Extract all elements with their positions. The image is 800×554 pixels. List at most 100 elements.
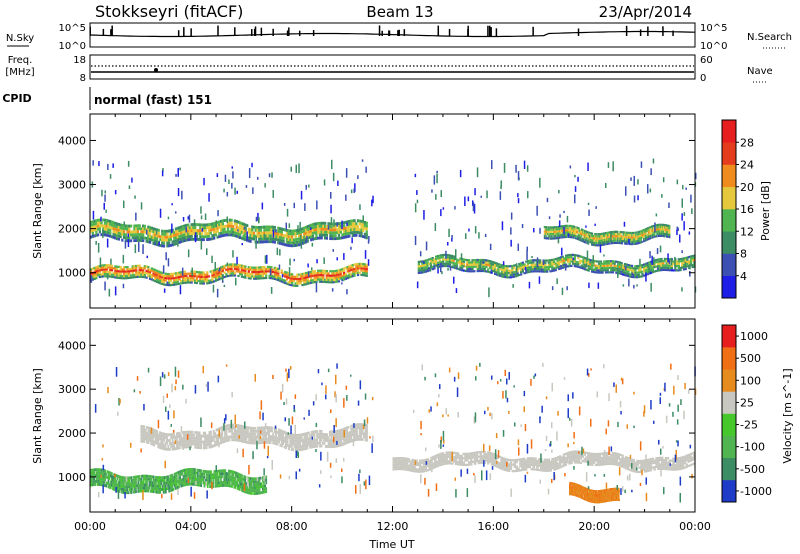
- echo-cell: [646, 268, 649, 271]
- echo-cell: [606, 238, 609, 241]
- echo-cell: [356, 219, 360, 223]
- echo-cell: [140, 269, 143, 272]
- echo-cell: [417, 265, 420, 268]
- echo-speck: [193, 219, 196, 224]
- echo-cell: [195, 445, 198, 449]
- colorbar-tick-label: 20: [740, 181, 754, 194]
- echo-cell: [284, 279, 287, 282]
- echo-cell: [309, 440, 312, 443]
- echo-cell: [233, 228, 237, 232]
- echo-cell: [604, 232, 606, 235]
- echo-cell: [226, 438, 229, 442]
- echo-cell: [273, 231, 276, 235]
- echo-cell: [598, 235, 601, 238]
- echo-cell: [576, 237, 578, 240]
- echo-cell: [258, 441, 261, 445]
- echo-cell: [285, 237, 289, 241]
- echo-cell: [277, 235, 280, 239]
- echo-cell: [528, 261, 531, 265]
- echo-cell: [561, 236, 563, 239]
- echo-cell: [220, 228, 223, 232]
- echo-speck: [480, 260, 482, 270]
- echo-cell: [621, 231, 623, 234]
- echo-cell: [506, 271, 509, 274]
- echo-cell: [343, 224, 346, 228]
- echo-cell: [362, 274, 365, 277]
- cpid-label: CPID: [2, 92, 31, 105]
- echo-cell: [174, 239, 178, 243]
- echo-cell: [344, 232, 348, 236]
- echo-cell: [452, 266, 455, 269]
- echo-cell: [558, 265, 561, 268]
- echo-cell: [289, 441, 292, 445]
- echo-cell: [164, 272, 167, 275]
- echo-cell: [665, 224, 667, 227]
- echo-cell: [617, 263, 620, 266]
- echo-speck: [127, 233, 129, 238]
- echo-cell: [310, 442, 313, 446]
- echo-cell: [197, 440, 200, 444]
- echo-cell: [623, 263, 627, 266]
- echo-cell: [461, 262, 464, 265]
- echo-cell: [161, 238, 164, 242]
- echo-speck: [574, 194, 576, 204]
- echo-cell: [330, 430, 333, 434]
- echo-cell: [168, 235, 171, 239]
- echo-cell: [561, 260, 564, 263]
- echo-cell: [152, 274, 155, 277]
- echo-cell: [330, 436, 333, 440]
- echo-cell: [131, 236, 134, 240]
- echo-speck: [455, 249, 457, 260]
- echo-cell: [192, 433, 195, 437]
- echo-cell: [298, 234, 301, 238]
- echo-cell: [224, 433, 227, 437]
- echo-speck: [659, 245, 662, 253]
- echo-cell: [610, 269, 613, 272]
- echo-cell: [621, 242, 624, 245]
- echo-cell: [622, 264, 625, 267]
- echo-cell: [643, 228, 646, 231]
- echo-cell: [481, 258, 485, 262]
- echo-cell: [597, 242, 599, 245]
- echo-cell: [324, 272, 327, 275]
- echo-cell: [263, 225, 266, 229]
- echo-cell: [655, 235, 657, 238]
- echo-cell: [301, 279, 304, 282]
- echo-cell: [509, 269, 512, 272]
- echo-speck: [245, 226, 247, 231]
- echo-cell: [354, 423, 357, 427]
- echo-speck: [603, 254, 605, 257]
- echo-cell: [185, 439, 188, 443]
- echo-cell: [168, 433, 171, 437]
- echo-cell: [164, 232, 167, 236]
- echo-cell: [169, 232, 172, 236]
- echo-speck: [315, 282, 318, 293]
- echo-cell: [159, 282, 162, 285]
- echo-cell: [647, 235, 650, 238]
- echo-cell: [270, 225, 273, 229]
- echo-cell: [221, 270, 224, 273]
- echo-cell: [273, 266, 276, 269]
- echo-cell: [664, 228, 666, 231]
- echo-cell: [543, 234, 546, 237]
- echo-cell: [195, 277, 198, 280]
- echo-speck: [361, 159, 364, 162]
- echo-cell: [275, 269, 278, 272]
- echo-cell: [295, 448, 297, 452]
- echo-cell: [612, 235, 614, 238]
- echo-cell: [259, 272, 263, 275]
- echo-cell: [197, 431, 200, 435]
- echo-cell: [464, 258, 467, 261]
- echo-cell: [178, 273, 181, 276]
- echo-cell: [617, 239, 619, 242]
- echo-cell: [318, 221, 322, 225]
- echo-cell: [114, 221, 117, 225]
- echo-cell: [197, 279, 200, 283]
- echo-cell: [261, 231, 264, 235]
- echo-cell: [165, 436, 168, 439]
- echo-cell: [98, 273, 101, 276]
- echo-cell: [277, 279, 280, 282]
- echo-cell: [658, 269, 661, 272]
- echo-cell: [140, 230, 143, 234]
- echo-cell: [259, 270, 263, 273]
